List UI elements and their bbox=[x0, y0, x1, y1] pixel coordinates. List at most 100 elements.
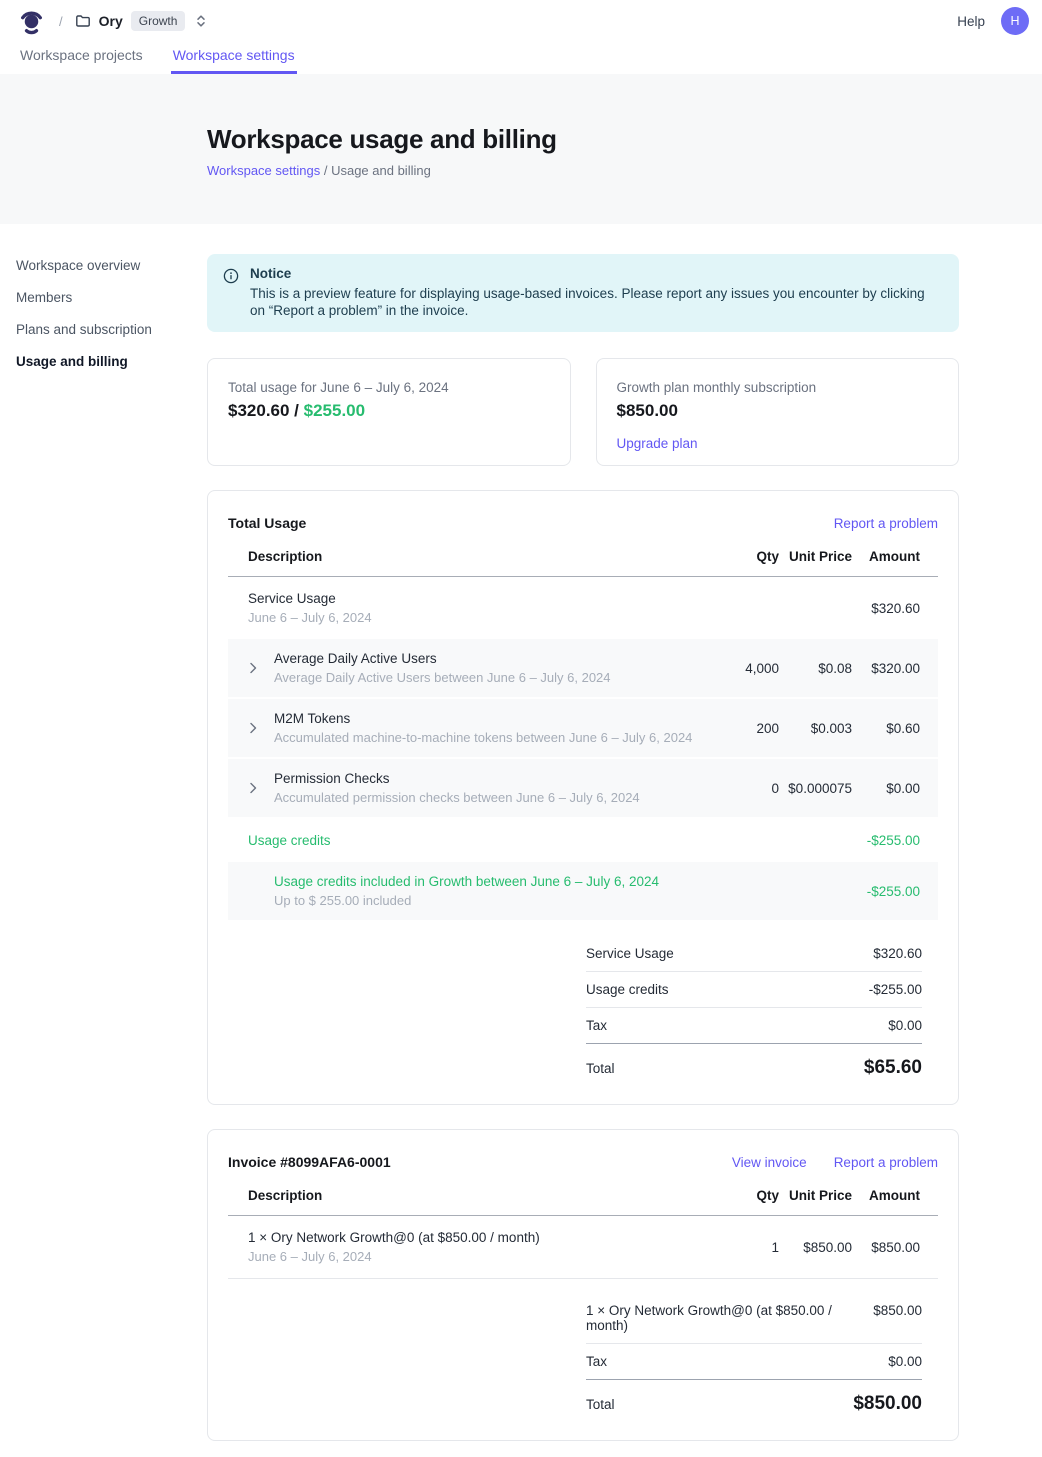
folder-icon bbox=[75, 13, 91, 29]
row-unit-price: $0.000075 bbox=[788, 780, 852, 796]
row-title: Service Usage bbox=[248, 591, 336, 606]
row-amount: -$255.00 bbox=[866, 833, 920, 848]
invoice-title: Invoice #8099AFA6-0001 bbox=[228, 1154, 391, 1170]
user-avatar[interactable]: H bbox=[1001, 7, 1029, 35]
main-layout: Workspace overview Members Plans and sub… bbox=[0, 224, 1042, 1457]
summary-row-total: Total $850.00 bbox=[586, 1380, 922, 1420]
row-unit-price: $850.00 bbox=[803, 1239, 852, 1255]
row-amount: $0.60 bbox=[886, 720, 920, 736]
row-title: Average Daily Active Users bbox=[274, 651, 437, 666]
breadcrumb-workspace-settings-link[interactable]: Workspace settings bbox=[207, 163, 321, 178]
summary-value: $850.00 bbox=[873, 1303, 922, 1318]
header-description: Description bbox=[248, 1188, 323, 1203]
tab-workspace-projects[interactable]: Workspace projects bbox=[20, 47, 143, 63]
row-qty: 0 bbox=[771, 780, 779, 796]
top-navbar: / Ory Growth Help H bbox=[0, 0, 1042, 42]
row-qty: 4,000 bbox=[745, 660, 779, 676]
summary-cards-row: Total usage for June 6 – July 6, 2024 $3… bbox=[207, 358, 959, 466]
header-unit-price: Unit Price bbox=[788, 1188, 852, 1203]
workspace-tabs: Workspace projects Workspace settings bbox=[0, 42, 1042, 74]
breadcrumb-separator: / bbox=[323, 163, 328, 178]
table-row-ory-network-growth: 1 × Ory Network Growth@0 (at $850.00 / m… bbox=[228, 1216, 938, 1279]
row-subtitle: June 6 – July 6, 2024 bbox=[248, 610, 372, 625]
usage-card-title: Total Usage bbox=[228, 515, 307, 531]
workspace-plan-badge: Growth bbox=[130, 11, 186, 31]
sidebar-item-plans-and-subscription[interactable]: Plans and subscription bbox=[16, 322, 152, 337]
sidebar-item-usage-and-billing[interactable]: Usage and billing bbox=[16, 354, 128, 369]
table-row-usage-credits: Usage credits -$255.00 bbox=[228, 819, 938, 862]
row-subtitle: June 6 – July 6, 2024 bbox=[248, 1249, 372, 1264]
summary-value: $0.00 bbox=[888, 1354, 922, 1369]
breadcrumb-separator: / bbox=[59, 13, 63, 29]
report-a-problem-link[interactable]: Report a problem bbox=[833, 515, 938, 531]
row-amount: $320.00 bbox=[871, 660, 920, 676]
summary-row-tax: Tax $0.00 bbox=[586, 1008, 922, 1044]
usage-table: Description Qty Unit Price Amount Servic… bbox=[228, 549, 938, 922]
workspace-name: Ory bbox=[98, 12, 123, 29]
invoice-summary: 1 × Ory Network Growth@0 (at $850.00 / m… bbox=[586, 1293, 922, 1420]
summary-label: Tax bbox=[586, 1354, 608, 1369]
subscription-amount: $850.00 bbox=[616, 401, 678, 420]
page-title: Workspace usage and billing bbox=[207, 124, 557, 154]
view-invoice-link[interactable]: View invoice bbox=[731, 1154, 807, 1170]
row-unit-price: $0.08 bbox=[818, 660, 852, 676]
usage-summary: Service Usage $320.60 Usage credits -$25… bbox=[586, 936, 922, 1084]
chevron-right-icon[interactable] bbox=[248, 722, 274, 734]
row-title: Usage credits bbox=[248, 833, 331, 848]
row-qty: 200 bbox=[756, 720, 779, 736]
row-qty: 1 bbox=[771, 1239, 779, 1255]
summary-row-plan: 1 × Ory Network Growth@0 (at $850.00 / m… bbox=[586, 1293, 922, 1344]
page-hero: Workspace usage and billing Workspace se… bbox=[0, 74, 1042, 224]
row-subtitle: Accumulated permission checks between Ju… bbox=[274, 790, 640, 805]
summary-label: Usage credits bbox=[586, 982, 669, 997]
row-amount: $0.00 bbox=[886, 780, 920, 796]
summary-label: Service Usage bbox=[586, 946, 674, 961]
row-subtitle: Accumulated machine-to-machine tokens be… bbox=[274, 730, 693, 745]
usage-credit-value: $255.00 bbox=[303, 401, 366, 420]
invoice-table: Description Qty Unit Price Amount 1 × Or… bbox=[228, 1188, 938, 1279]
invoice-table-header: Description Qty Unit Price Amount bbox=[228, 1188, 938, 1216]
summary-row-tax: Tax $0.00 bbox=[586, 1344, 922, 1380]
content-column: Notice This is a preview feature for dis… bbox=[207, 254, 959, 1441]
ory-logo-icon[interactable] bbox=[18, 8, 45, 35]
sidebar-item-workspace-overview[interactable]: Workspace overview bbox=[16, 258, 141, 273]
row-title: Permission Checks bbox=[274, 771, 390, 786]
row-subtitle: Up to $ 255.00 included bbox=[274, 893, 412, 908]
invoice-card: Invoice #8099AFA6-0001 View invoice Repo… bbox=[207, 1129, 959, 1441]
settings-sidebar: Workspace overview Members Plans and sub… bbox=[16, 254, 191, 382]
table-row-usage-credits-included: Usage credits included in Growth between… bbox=[228, 862, 938, 922]
help-link[interactable]: Help bbox=[957, 13, 985, 29]
table-row-m2m-tokens[interactable]: M2M Tokens Accumulated machine-to-machin… bbox=[228, 699, 938, 759]
summary-row-total: Total $65.60 bbox=[586, 1044, 922, 1084]
breadcrumb-current: Usage and billing bbox=[331, 163, 431, 178]
sidebar-item-members[interactable]: Members bbox=[16, 290, 73, 305]
row-title: Usage credits included in Growth between… bbox=[274, 874, 659, 889]
chevron-right-icon[interactable] bbox=[248, 782, 274, 794]
breadcrumb: Workspace settings / Usage and billing bbox=[207, 163, 1042, 178]
usage-table-header: Description Qty Unit Price Amount bbox=[228, 549, 938, 577]
subscription-card: Growth plan monthly subscription $850.00… bbox=[595, 358, 959, 466]
notice-banner: Notice This is a preview feature for dis… bbox=[207, 254, 959, 332]
row-amount: $850.00 bbox=[871, 1239, 920, 1255]
subscription-label: Growth plan monthly subscription bbox=[616, 380, 817, 395]
notice-content: Notice This is a preview feature for dis… bbox=[250, 266, 943, 319]
report-a-problem-link[interactable]: Report a problem bbox=[833, 1154, 938, 1170]
total-label: Total bbox=[586, 1397, 615, 1412]
table-row-permission-checks[interactable]: Permission Checks Accumulated permission… bbox=[228, 759, 938, 819]
chevron-up-down-icon bbox=[195, 14, 207, 28]
summary-value: $320.60 bbox=[873, 946, 922, 961]
header-amount: Amount bbox=[869, 1188, 920, 1203]
row-amount: -$255.00 bbox=[866, 883, 920, 899]
notice-body: This is a preview feature for displaying… bbox=[250, 286, 925, 318]
workspace-switcher[interactable]: Ory Growth bbox=[75, 11, 208, 31]
chevron-right-icon[interactable] bbox=[248, 662, 274, 674]
total-usage-table-card: Total Usage Report a problem Description… bbox=[207, 490, 959, 1105]
upgrade-plan-link[interactable]: Upgrade plan bbox=[616, 436, 698, 451]
tab-workspace-settings[interactable]: Workspace settings bbox=[170, 42, 297, 74]
info-icon bbox=[223, 268, 239, 319]
header-qty: Qty bbox=[756, 1188, 779, 1203]
table-row-average-daily-active-users[interactable]: Average Daily Active Users Average Daily… bbox=[228, 639, 938, 699]
header-amount: Amount bbox=[869, 549, 920, 564]
header-unit-price: Unit Price bbox=[788, 549, 852, 564]
invoice-card-header: Invoice #8099AFA6-0001 View invoice Repo… bbox=[228, 1154, 938, 1170]
